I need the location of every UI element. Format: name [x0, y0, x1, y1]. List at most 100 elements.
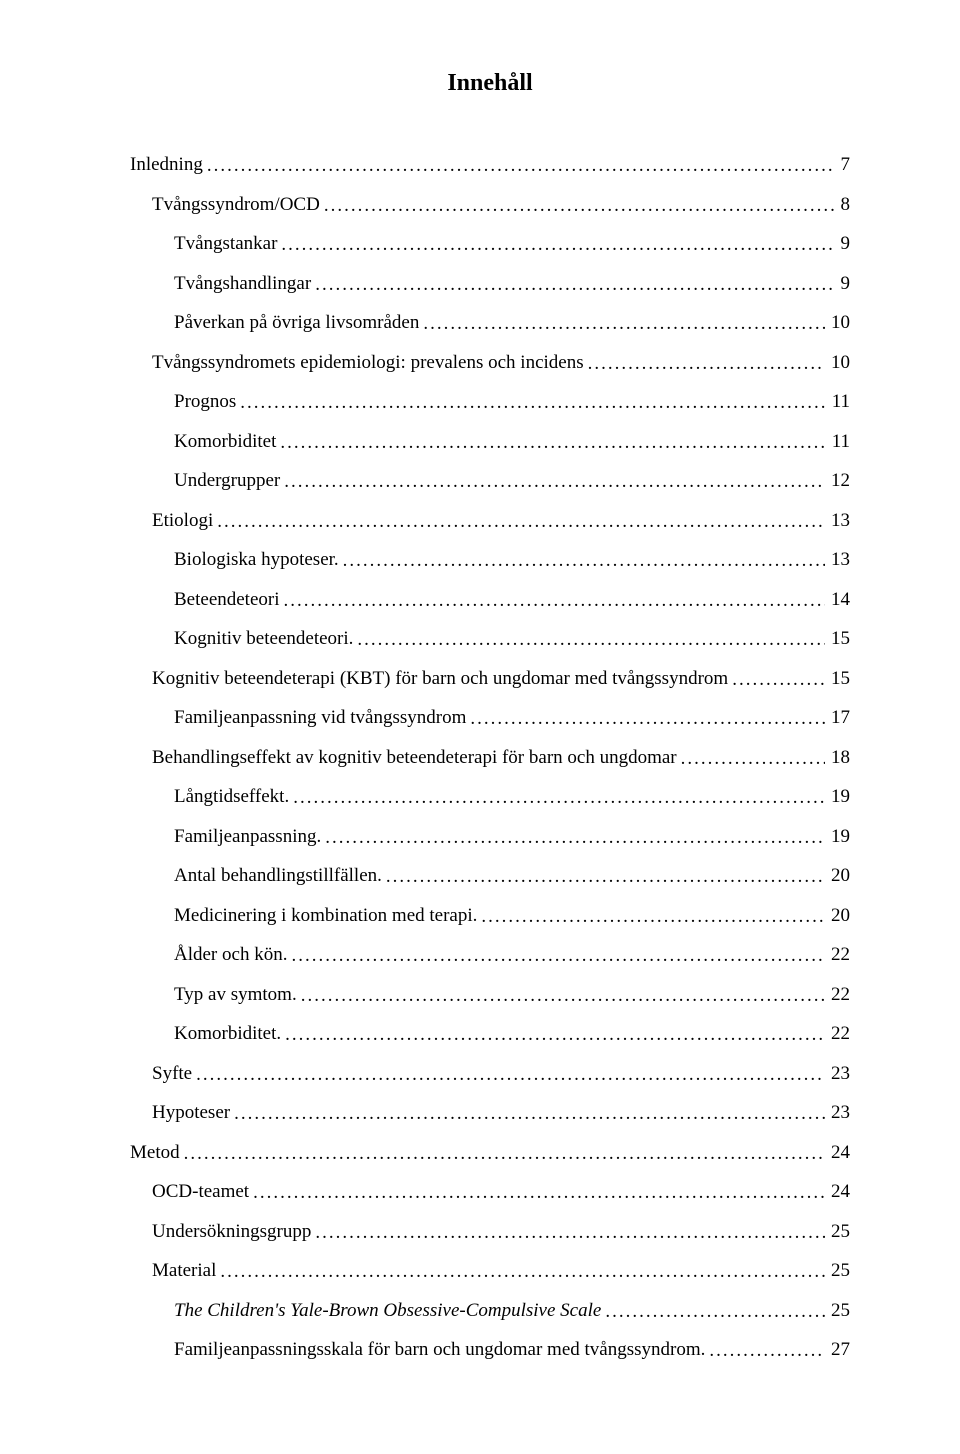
toc-entry-label: Tvångstankar — [174, 234, 277, 253]
toc-dot-leader — [217, 512, 825, 531]
toc-dot-leader — [253, 1183, 825, 1202]
toc-entry: Kognitiv beteendeteori. 15 — [130, 629, 850, 648]
toc-entry: OCD-teamet 24 — [130, 1182, 850, 1201]
toc-entry: Tvångstankar 9 — [130, 234, 850, 253]
toc-dot-leader — [285, 1025, 825, 1044]
toc-entry-page: 22 — [831, 985, 850, 1004]
toc-entry: Material 25 — [130, 1261, 850, 1280]
toc-dot-leader — [343, 551, 825, 570]
toc-dot-leader — [605, 1302, 825, 1321]
toc-entry-label: Metod — [130, 1143, 180, 1162]
toc-dot-leader — [291, 946, 825, 965]
toc-entry: Ålder och kön. 22 — [130, 945, 850, 964]
page-title: Innehåll — [130, 70, 850, 97]
toc-entry-label: Prognos — [174, 392, 236, 411]
toc-entry-label: Tvångshandlingar — [174, 274, 311, 293]
toc-entry: Långtidseffekt. 19 — [130, 787, 850, 806]
toc-entry-page: 13 — [831, 511, 850, 530]
toc-entry-label: Tvångssyndromets epidemiologi: prevalens… — [152, 353, 584, 372]
toc-dot-leader — [481, 907, 825, 926]
toc-entry-page: 11 — [832, 432, 850, 451]
toc-entry-page: 11 — [832, 392, 850, 411]
toc-entry-label: Antal behandlingstillfällen. — [174, 866, 382, 885]
toc-entry-page: 9 — [841, 274, 851, 293]
toc-entry-page: 24 — [831, 1143, 850, 1162]
toc-dot-leader — [280, 433, 825, 452]
toc-entry-page: 10 — [831, 313, 850, 332]
toc-dot-leader — [281, 235, 834, 254]
toc-dot-leader — [315, 1223, 825, 1242]
toc-entry: Antal behandlingstillfällen. 20 — [130, 866, 850, 885]
toc-entry: Familjeanpassningsskala för barn och ung… — [130, 1340, 850, 1359]
toc-entry-label: Beteendeteori — [174, 590, 280, 609]
toc-entry-page: 27 — [831, 1340, 850, 1359]
toc-entry-label: Påverkan på övriga livsområden — [174, 313, 419, 332]
toc-entry-page: 9 — [841, 234, 851, 253]
toc-dot-leader — [470, 709, 825, 728]
toc-entry-page: 17 — [831, 708, 850, 727]
toc-entry: Etiologi 13 — [130, 511, 850, 530]
toc-entry: Hypoteser 23 — [130, 1103, 850, 1122]
toc-entry-page: 23 — [831, 1103, 850, 1122]
toc-entry-page: 13 — [831, 550, 850, 569]
toc-entry-page: 7 — [841, 155, 851, 174]
toc-entry-page: 20 — [831, 866, 850, 885]
toc-dot-leader — [709, 1341, 825, 1360]
toc-entry: Biologiska hypoteser. 13 — [130, 550, 850, 569]
toc-entry-label: Inledning — [130, 155, 203, 174]
toc-entry-page: 8 — [841, 195, 851, 214]
toc-dot-leader — [301, 986, 825, 1005]
toc-entry: Prognos 11 — [130, 392, 850, 411]
toc-entry: Syfte 23 — [130, 1064, 850, 1083]
toc-entry-page: 20 — [831, 906, 850, 925]
toc-entry-page: 24 — [831, 1182, 850, 1201]
toc-entry: Inledning 7 — [130, 155, 850, 174]
toc-entry: The Children's Yale-Brown Obsessive-Comp… — [130, 1301, 850, 1320]
toc-dot-leader — [732, 670, 825, 689]
toc-dot-leader — [357, 630, 825, 649]
toc-dot-leader — [234, 1104, 825, 1123]
toc-entry: Påverkan på övriga livsområden 10 — [130, 313, 850, 332]
toc-entry-label: Kognitiv beteendeteori. — [174, 629, 353, 648]
toc-dot-leader — [184, 1144, 825, 1163]
toc-dot-leader — [220, 1262, 825, 1281]
toc-entry-label: Behandlingseffekt av kognitiv beteendete… — [152, 748, 677, 767]
toc-entry: Tvångssyndrom/OCD 8 — [130, 195, 850, 214]
toc-entry: Komorbiditet. 22 — [130, 1024, 850, 1043]
toc-entry: Tvångssyndromets epidemiologi: prevalens… — [130, 353, 850, 372]
toc-entry-label: The Children's Yale-Brown Obsessive-Comp… — [174, 1301, 601, 1320]
toc-entry-label: Familjeanpassning vid tvångssyndrom — [174, 708, 466, 727]
toc-entry-page: 14 — [831, 590, 850, 609]
toc-entry-page: 25 — [831, 1301, 850, 1320]
toc-entry-page: 22 — [831, 945, 850, 964]
toc-dot-leader — [207, 156, 835, 175]
toc-dot-leader — [284, 591, 825, 610]
toc-entry-page: 25 — [831, 1261, 850, 1280]
table-of-contents: Inledning 7 Tvångssyndrom/OCD 8 Tvångstank… — [130, 155, 850, 1359]
toc-entry: Undersökningsgrupp 25 — [130, 1222, 850, 1241]
toc-entry-page: 15 — [831, 629, 850, 648]
toc-entry: Typ av symtom. 22 — [130, 985, 850, 1004]
toc-dot-leader — [325, 828, 825, 847]
toc-entry-label: Material — [152, 1261, 216, 1280]
toc-entry-label: Syfte — [152, 1064, 192, 1083]
toc-entry: Familjeanpassning vid tvångssyndrom 17 — [130, 708, 850, 727]
toc-entry-label: Familjeanpassningsskala för barn och ung… — [174, 1340, 705, 1359]
toc-dot-leader — [324, 196, 835, 215]
toc-entry-label: Ålder och kön. — [174, 945, 287, 964]
toc-dot-leader — [386, 867, 825, 886]
toc-entry-page: 23 — [831, 1064, 850, 1083]
toc-entry-page: 18 — [831, 748, 850, 767]
toc-entry-page: 12 — [831, 471, 850, 490]
toc-entry-page: 19 — [831, 827, 850, 846]
document-page: Innehåll Inledning 7Tvångssyndrom/OCD 8T… — [0, 0, 960, 1454]
toc-entry-label: Kognitiv beteendeterapi (KBT) för barn o… — [152, 669, 728, 688]
toc-entry-label: Medicinering i kombination med terapi. — [174, 906, 477, 925]
toc-entry-label: Komorbiditet. — [174, 1024, 281, 1043]
toc-entry-label: OCD-teamet — [152, 1182, 249, 1201]
toc-entry-page: 15 — [831, 669, 850, 688]
toc-entry-label: Tvångssyndrom/OCD — [152, 195, 320, 214]
toc-entry-label: Biologiska hypoteser. — [174, 550, 339, 569]
toc-entry: Familjeanpassning. 19 — [130, 827, 850, 846]
toc-dot-leader — [315, 275, 834, 294]
